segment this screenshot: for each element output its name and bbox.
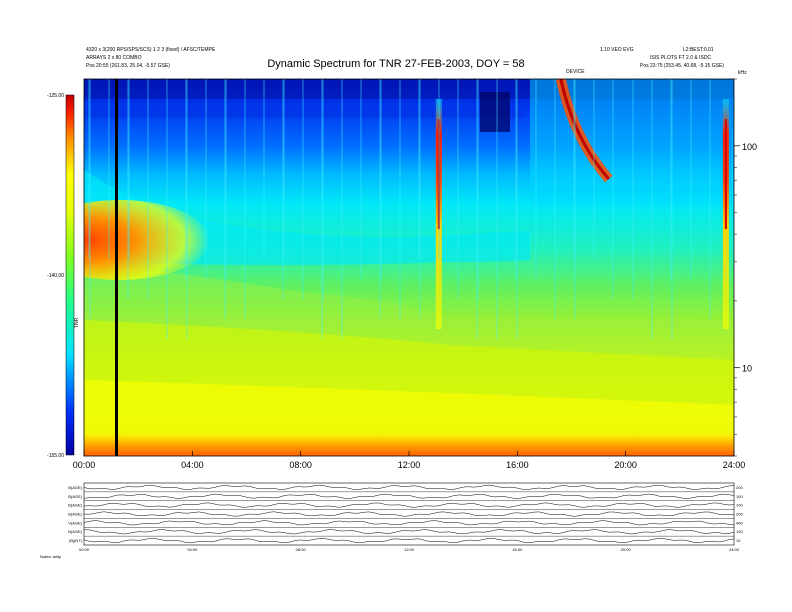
panel-right-label: 10 <box>736 538 741 543</box>
burst-core <box>724 119 727 229</box>
chart-title: Dynamic Spectrum for TNR 27-FEB-2003, DO… <box>267 58 525 70</box>
burst-core <box>437 119 440 229</box>
header-right-line2: L2:BEST:0.01 <box>683 47 714 53</box>
timeseries-x-tick-label: 08:00 <box>296 547 307 552</box>
panel-label: B(AGE) <box>68 512 82 517</box>
panel-right-label: 200 <box>736 485 743 490</box>
header-left-line2: ARRAYS 2 x 80 COMBO <box>86 55 142 61</box>
y-axis: 100 10 <box>734 78 757 457</box>
panel-trace <box>83 484 735 490</box>
panel-right-label: 100 <box>736 494 743 499</box>
panel-trace <box>83 520 735 526</box>
panel-right-label: 200 <box>736 512 743 517</box>
x-axis: 00:00 04:00 08:00 12:00 16:00 20:00 24:00 <box>73 451 746 470</box>
timeseries-x-tick-label: 00:00 <box>79 547 90 552</box>
burst-drift-core <box>559 79 610 180</box>
panel-right-label: 100 <box>736 503 743 508</box>
panel-label: B(AGE) <box>68 485 82 490</box>
x-tick-label: 16:00 <box>506 460 529 470</box>
header-right-line3: ISIS PLOTS FT 2.0 & ISDC <box>650 55 712 61</box>
panel-label: B(AGE) <box>68 503 82 508</box>
dark-patch <box>480 92 510 132</box>
timeseries-x-tick-label: 16:00 <box>512 547 523 552</box>
header-mid-tag: DEVICE <box>566 69 585 75</box>
timeseries-x-tick-label: 24:00 <box>729 547 740 552</box>
panel-right-label: 100 <box>736 529 743 534</box>
colorbar-label: TNR <box>74 317 80 328</box>
burst-layer <box>88 79 729 339</box>
panel-trace <box>83 538 735 544</box>
header-right-line1: 1.10 VEO EVG <box>600 47 634 53</box>
notes-footer: Notes: wfdp <box>40 554 62 559</box>
x-tick-label: 12:00 <box>398 460 421 470</box>
x-tick-label: 04:00 <box>181 460 204 470</box>
panel-right-label: 400 <box>736 520 743 525</box>
timeseries-x-tick-label: 20:00 <box>621 547 632 552</box>
colorbar <box>65 94 75 456</box>
timeseries-x-tick-label: 12:00 <box>404 547 415 552</box>
x-tick-label: 20:00 <box>614 460 637 470</box>
top-band <box>84 110 524 118</box>
timeseries-x-tick-label: 04:00 <box>187 547 198 552</box>
x-tick-label: 08:00 <box>289 460 312 470</box>
panel-trace <box>84 529 735 535</box>
panel-label: B(AGE) <box>68 494 82 499</box>
timeseries-panels: B(AGE) 200 B(AGE) 100 B(AGE) 100 B(AGE) 200 V(AG… <box>68 482 743 552</box>
y-tick-label: 10 <box>742 364 752 374</box>
header-right-line4: Pos 23:75 (253.45, 40.68, -5.15 GSE) <box>640 63 724 69</box>
emission-blob <box>84 200 210 280</box>
panel-label: N(AGE) <box>68 529 83 534</box>
panel-trace <box>83 502 735 508</box>
colorbar-tick-label: -155.00 <box>47 453 64 459</box>
panel-label: |B|(NT) <box>69 538 82 543</box>
x-tick-label: 24:00 <box>723 460 746 470</box>
panel-trace <box>83 511 735 517</box>
y-tick-label: 100 <box>742 142 757 152</box>
colorbar-ticks: -125.00 -140.00 -155.00 <box>47 93 64 459</box>
colorbar-tick-label: -125.00 <box>47 93 64 99</box>
header-left-line3: Pos 20:55 (261.83, 25.04, -5.57 GSE) <box>86 63 170 69</box>
colorbar-tick-label: -140.00 <box>47 273 64 279</box>
header-left-line1: 4320 x 3(200 RPS/SPS/SCS) 1 2 3 (fixed) … <box>86 47 216 53</box>
x-tick-label: 00:00 <box>73 460 96 470</box>
panel-label: V(AGE) <box>68 520 82 525</box>
timeseries-frame <box>83 482 735 546</box>
y-axis-unit: kHz <box>738 70 747 76</box>
panel-trace <box>83 493 735 499</box>
spectrogram-plot <box>84 79 734 456</box>
